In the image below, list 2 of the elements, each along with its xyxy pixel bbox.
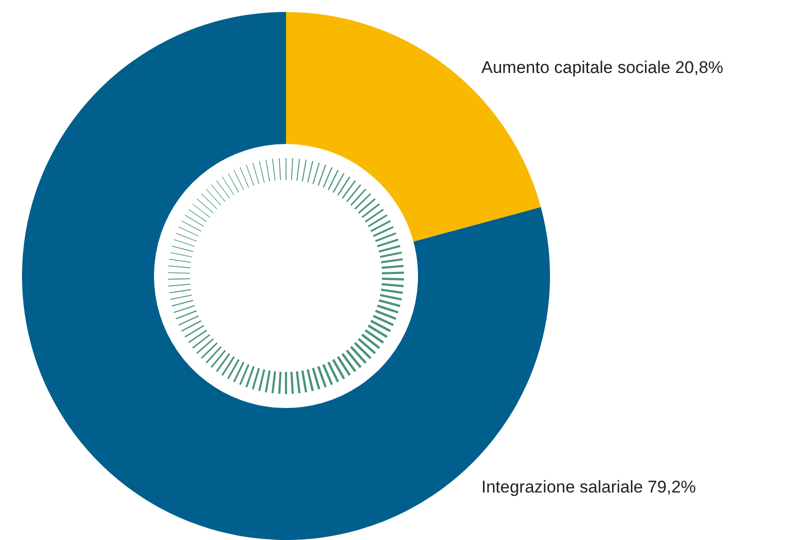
slice-label: Aumento capitale sociale 20,8% — [481, 58, 724, 78]
slice-label: Integrazione salariale 79,2% — [481, 477, 696, 496]
